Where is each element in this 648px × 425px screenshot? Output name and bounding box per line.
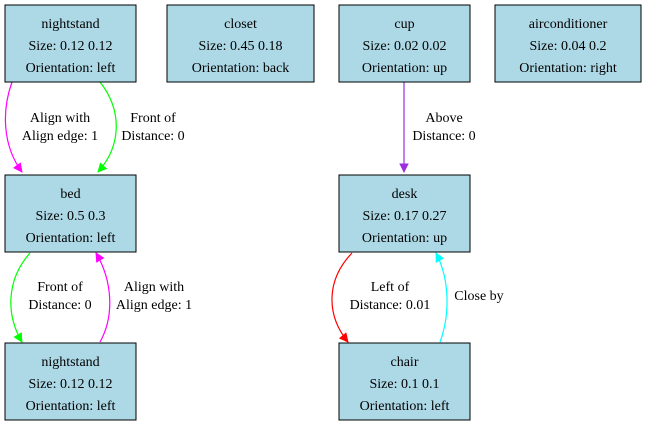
node-size: Size: 0.45 0.18 (199, 39, 283, 54)
node-orientation: Orientation: up (362, 61, 447, 76)
node-name: nightstand (41, 355, 99, 370)
edge-chair-desk-close (435, 252, 448, 343)
node-orientation: Orientation: up (362, 231, 447, 246)
node-size: Size: 0.5 0.3 (36, 209, 106, 224)
edge-nightstand-bed-align (4, 81, 23, 173)
edge-label-distance: Distance: 0 (121, 129, 184, 144)
node-orientation: Orientation: back (192, 61, 290, 76)
node-name: cup (394, 17, 414, 32)
edge-label-align-with: Align with (30, 111, 90, 126)
node-cup: cup Size: 0.02 0.02 Orientation: up (338, 4, 471, 83)
edge-nightstand-bed-front (97, 81, 117, 173)
edge-label-distance-2: Distance: 0 (28, 298, 91, 313)
node-desk: desk Size: 0.17 0.27 Orientation: up (338, 174, 471, 253)
node-name: airconditioner (529, 17, 608, 32)
edge-label-close-by: Close by (454, 289, 503, 304)
edge-label-front-of-2: Front of (37, 280, 83, 295)
node-size: Size: 0.12 0.12 (29, 39, 113, 54)
edge-desk-chair-left (331, 252, 353, 343)
edge-label-above: Above (425, 111, 462, 126)
edge-label-left-of-distance: Distance: 0.01 (350, 298, 431, 313)
node-size: Size: 0.12 0.12 (29, 377, 113, 392)
node-size: Size: 0.1 0.1 (370, 377, 440, 392)
node-airconditioner: airconditioner Size: 0.04 0.2 Orientatio… (494, 4, 642, 83)
node-size: Size: 0.02 0.02 (363, 39, 447, 54)
edge-bed-nightstand-front (10, 252, 31, 343)
node-orientation: Orientation: left (360, 399, 450, 414)
edge-label-left-of: Left of (371, 280, 410, 295)
node-size: Size: 0.04 0.2 (530, 39, 607, 54)
node-name: bed (60, 187, 80, 202)
node-name: closet (224, 17, 257, 32)
node-closet: closet Size: 0.45 0.18 Orientation: back (166, 4, 315, 83)
edge-label-above-distance: Distance: 0 (412, 129, 475, 144)
node-bed: bed Size: 0.5 0.3 Orientation: left (4, 174, 137, 253)
node-chair: chair Size: 0.1 0.1 Orientation: left (338, 342, 471, 421)
edge-label-align-edge-2: Align edge: 1 (116, 298, 192, 313)
node-nightstand-bottom: nightstand Size: 0.12 0.12 Orientation: … (4, 342, 137, 421)
node-orientation: Orientation: left (26, 399, 116, 414)
node-orientation: Orientation: left (26, 231, 116, 246)
node-nightstand-top: nightstand Size: 0.12 0.12 Orientation: … (4, 4, 137, 83)
edge-nightstand-bed-align-2 (95, 252, 111, 343)
edge-label-align-edge: Align edge: 1 (22, 129, 98, 144)
node-name: nightstand (41, 17, 99, 32)
node-orientation: Orientation: left (26, 61, 116, 76)
node-orientation: Orientation: right (519, 61, 617, 76)
node-size: Size: 0.17 0.27 (363, 209, 447, 224)
edge-label-align-with-2: Align with (124, 280, 184, 295)
node-name: chair (391, 355, 419, 370)
node-name: desk (392, 187, 418, 202)
edge-label-front-of: Front of (130, 111, 176, 126)
